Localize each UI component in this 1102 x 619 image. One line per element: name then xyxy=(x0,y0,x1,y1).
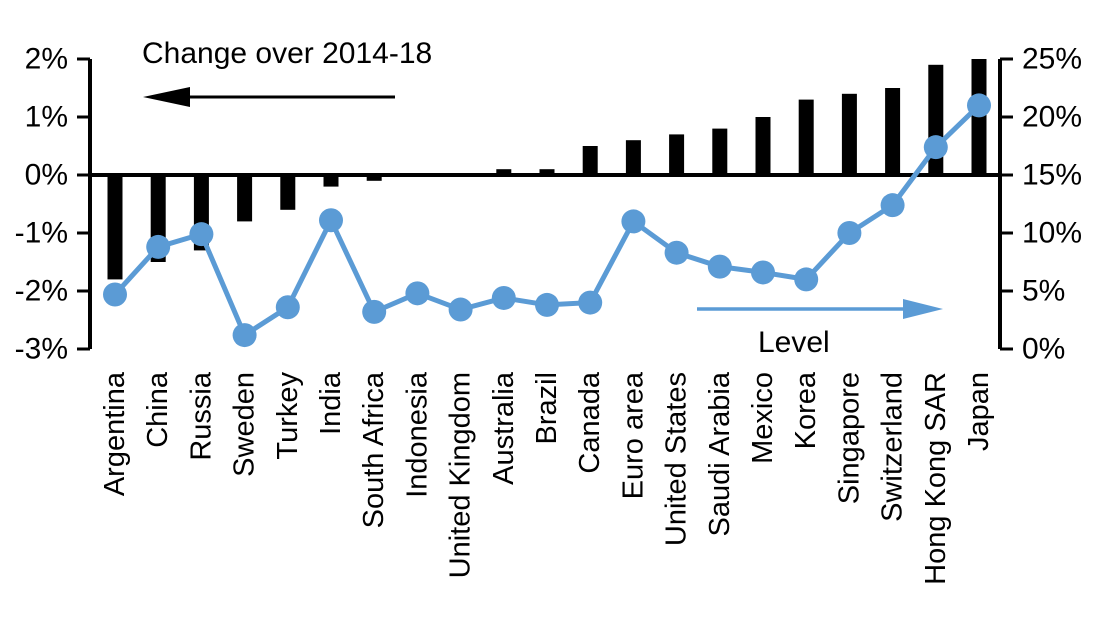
bar-south-africa xyxy=(366,175,382,181)
marker-singapore xyxy=(837,221,862,245)
marker-saudi-arabia xyxy=(707,254,732,279)
marker-australia xyxy=(491,285,516,310)
marker-argentina xyxy=(103,282,127,307)
category-label-japan: Japan xyxy=(963,372,995,451)
right-axis-tick-label: 10% xyxy=(1022,217,1082,250)
category-label-korea: Korea xyxy=(790,371,822,449)
right-axis-tick-label: 5% xyxy=(1022,275,1065,308)
left-axis-tick-label: 2% xyxy=(25,43,68,76)
marker-united-kingdom xyxy=(448,297,473,322)
bar-argentina xyxy=(107,175,123,280)
category-axis-layer: Argentina China Russia Sweden Turkey India Sou… xyxy=(99,371,995,585)
right-axis-tick-label: 0% xyxy=(1022,333,1065,366)
category-label-euro-area: Euro area xyxy=(617,371,649,499)
left-axis-tick-label: 1% xyxy=(25,101,68,134)
category-label-argentina: Argentina xyxy=(99,371,131,496)
category-label-switzerland: Switzerland xyxy=(877,372,909,522)
bar-euro-area xyxy=(625,140,641,175)
marker-japan xyxy=(967,93,991,118)
bar-brazil xyxy=(539,169,555,175)
marker-euro-area xyxy=(621,209,646,234)
bar-australia xyxy=(496,169,512,175)
category-label-united-kingdom: United Kingdom xyxy=(445,372,477,578)
marker-south-africa xyxy=(362,299,387,324)
category-label-singapore: Singapore xyxy=(833,372,865,504)
category-label-india: India xyxy=(315,371,347,435)
line-series-annotation-label: Level xyxy=(758,326,830,359)
category-label-china: China xyxy=(142,371,174,448)
bar-mexico xyxy=(755,117,771,175)
category-label-united-states: United States xyxy=(661,372,693,546)
left-axis-tick-label: -3% xyxy=(15,333,68,366)
bar-india xyxy=(323,175,339,187)
marker-united-states xyxy=(664,240,689,265)
category-label-brazil: Brazil xyxy=(531,372,563,445)
marker-russia xyxy=(189,222,214,247)
right-axis-tick-label: 25% xyxy=(1022,43,1082,76)
category-label-south-africa: South Africa xyxy=(358,371,390,528)
marker-korea xyxy=(794,267,819,292)
category-label-indonesia: Indonesia xyxy=(401,371,433,498)
category-label-turkey: Turkey xyxy=(272,372,304,460)
bar-united-states xyxy=(669,134,685,175)
bar-turkey xyxy=(280,175,296,210)
marker-switzerland xyxy=(880,193,905,218)
bar-korea xyxy=(798,99,814,175)
marker-canada xyxy=(578,290,603,315)
marker-indonesia xyxy=(405,281,430,306)
right-arrow-icon xyxy=(697,299,943,319)
marker-china xyxy=(146,234,171,259)
left-axis-tick-label: 0% xyxy=(25,159,68,192)
marker-turkey xyxy=(275,295,300,320)
bar-singapore xyxy=(841,93,857,175)
line-series-layer xyxy=(103,93,991,348)
bar-series-annotation-label: Change over 2014-18 xyxy=(142,37,432,70)
marker-india xyxy=(319,208,343,233)
category-label-canada: Canada xyxy=(574,371,606,473)
category-label-saudi-arabia: Saudi Arabia xyxy=(704,371,736,536)
left-arrow-icon xyxy=(143,87,395,107)
marker-brazil xyxy=(535,292,559,317)
right-axis-tick-label: 15% xyxy=(1022,159,1082,192)
category-label-mexico: Mexico xyxy=(747,372,779,464)
left-axis-tick-label: -1% xyxy=(15,217,68,250)
category-label-australia: Australia xyxy=(488,371,520,485)
marker-hong-kong-sar xyxy=(923,135,948,160)
bar-switzerland xyxy=(885,88,901,175)
right-axis-tick-label: 20% xyxy=(1022,101,1082,134)
category-label-sweden: Sweden xyxy=(229,372,261,477)
marker-mexico xyxy=(751,260,775,285)
bar-sweden xyxy=(237,175,253,222)
bar-saudi-arabia xyxy=(712,128,728,175)
bar-series-layer xyxy=(107,59,987,280)
bar-canada xyxy=(582,146,598,175)
category-label-russia: Russia xyxy=(185,371,217,461)
marker-sweden xyxy=(232,323,257,348)
category-label-hong-kong-sar: Hong Kong SAR xyxy=(920,372,952,585)
left-axis-tick-label: -2% xyxy=(15,275,68,308)
